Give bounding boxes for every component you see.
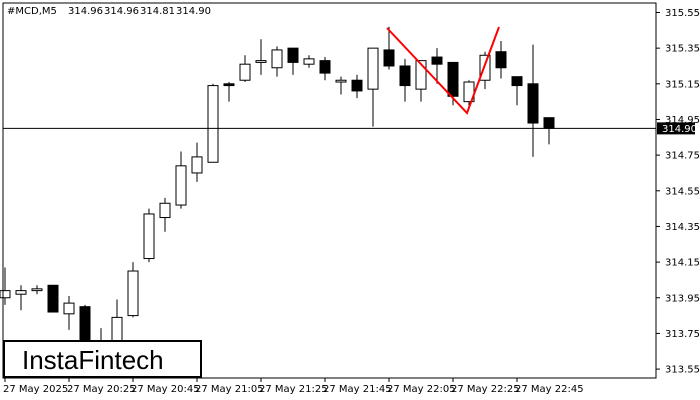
current-price-box xyxy=(657,122,695,135)
candle xyxy=(15,285,27,311)
candle xyxy=(479,51,491,90)
candle-body xyxy=(351,79,363,92)
x-tick-label: 27 May 22:25 xyxy=(451,384,520,395)
candle-body xyxy=(47,284,59,313)
candle-body xyxy=(0,290,11,299)
candle xyxy=(207,83,219,163)
candle xyxy=(527,44,539,157)
x-tick-label: 27 May 20:25 xyxy=(67,384,136,395)
candle-body xyxy=(511,76,523,87)
candle xyxy=(303,55,315,68)
candle xyxy=(175,151,187,209)
x-tick-label: 27 May 22:45 xyxy=(515,384,584,395)
logo: InstaFintech xyxy=(22,345,164,375)
candle-body xyxy=(63,302,75,315)
y-tick-label: 315.15 xyxy=(665,79,700,90)
candle-body xyxy=(495,51,507,69)
plot xyxy=(0,26,555,370)
candle xyxy=(351,74,363,99)
candle xyxy=(255,39,267,75)
candle-body xyxy=(399,65,411,87)
logo-box xyxy=(3,340,202,378)
header-low: 314.81 xyxy=(140,6,175,17)
candle xyxy=(287,47,299,75)
current-price-label: 314.90 xyxy=(662,124,697,135)
y-tick-label: 315.35 xyxy=(665,44,700,55)
x-tick-label: 27 May 22:05 xyxy=(387,384,456,395)
candle xyxy=(431,48,443,84)
double-top-pattern xyxy=(386,26,500,115)
candle-body xyxy=(447,61,459,97)
candle-body xyxy=(543,117,555,129)
candle-body xyxy=(159,202,171,219)
candle-body xyxy=(527,83,539,124)
y-tick-label: 314.95 xyxy=(665,115,700,126)
candle-body xyxy=(255,60,267,63)
x-tick-label: 27 May 20:45 xyxy=(131,384,200,395)
candle-body xyxy=(111,316,123,342)
y-tick-label: 314.75 xyxy=(665,151,700,162)
candle xyxy=(223,82,235,102)
candle-body xyxy=(367,47,379,90)
candle xyxy=(319,57,331,81)
x-tick-label: 27 May 21:45 xyxy=(323,384,392,395)
candle-body xyxy=(383,49,395,67)
y-tick-label: 314.55 xyxy=(665,186,700,197)
candle xyxy=(383,26,395,70)
candle xyxy=(191,142,203,182)
candle-body xyxy=(303,58,315,65)
candle xyxy=(143,208,155,263)
candle-body xyxy=(31,288,43,292)
header-open: 314.96 xyxy=(68,6,103,17)
x-tick-label: 27 May 21:25 xyxy=(259,384,328,395)
candle-body xyxy=(431,56,443,65)
candle-body xyxy=(223,83,235,87)
candle xyxy=(399,58,411,102)
candle xyxy=(159,197,171,232)
candle xyxy=(495,41,507,79)
candle xyxy=(0,267,11,305)
candle-body xyxy=(479,54,491,81)
y-tick-label: 314.15 xyxy=(665,258,700,269)
y-tick-label: 315.55 xyxy=(665,8,700,19)
candle xyxy=(335,76,347,95)
candle-body xyxy=(143,213,155,260)
candle xyxy=(127,262,139,318)
x-tick-label: 27 May 21:05 xyxy=(195,384,264,395)
y-tick-label: 313.55 xyxy=(665,365,700,376)
candle-body xyxy=(175,165,187,206)
header-high: 314.96 xyxy=(104,6,139,17)
candle-body xyxy=(271,49,283,69)
candle-body xyxy=(127,270,139,317)
candle xyxy=(63,295,75,330)
x-tick-label: 27 May 2025 xyxy=(3,384,68,395)
candle xyxy=(31,285,43,295)
candle-body xyxy=(239,63,251,81)
candle xyxy=(271,46,283,77)
candle-body xyxy=(415,60,427,90)
symbol: #MCD,M5 xyxy=(7,6,57,17)
candle-body xyxy=(15,290,27,295)
y-tick-label: 313.75 xyxy=(665,329,700,340)
candle-body xyxy=(207,85,219,163)
candle xyxy=(415,60,427,102)
candle xyxy=(511,76,523,106)
y-tick-label: 313.95 xyxy=(665,293,700,304)
candle-body xyxy=(319,60,331,74)
candle-body xyxy=(287,47,299,63)
candle xyxy=(367,47,379,127)
candle-body xyxy=(335,79,347,83)
candle-body xyxy=(191,156,203,174)
header-close: 314.90 xyxy=(176,6,211,17)
candle xyxy=(239,55,251,83)
candle xyxy=(47,284,59,313)
y-tick-label: 314.35 xyxy=(665,222,700,233)
